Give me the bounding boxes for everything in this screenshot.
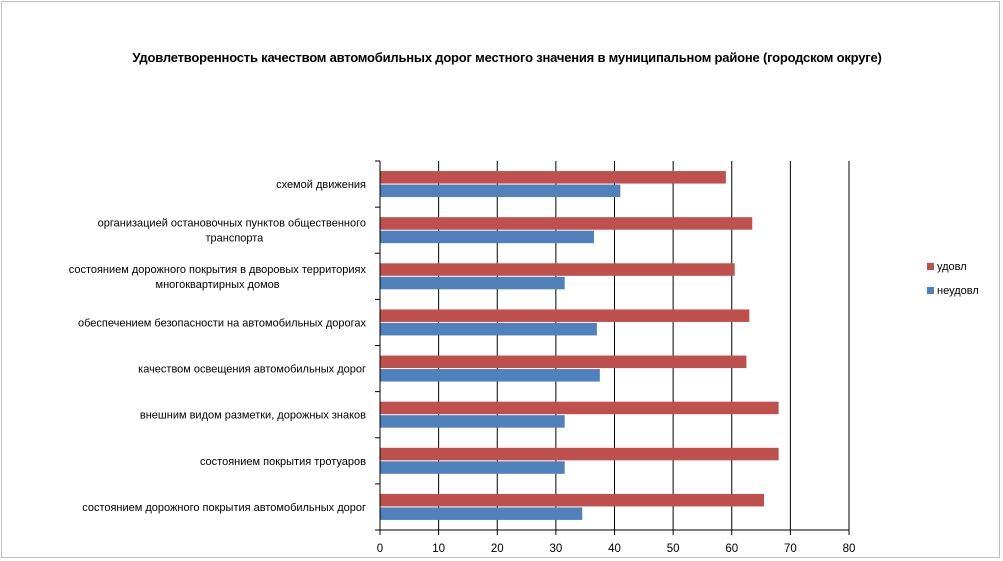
category-label: организацией остановочных пунктов общест… (98, 218, 366, 230)
x-tick-label: 50 (667, 543, 680, 555)
x-tick-label: 60 (725, 543, 738, 555)
bar-neudovl (380, 230, 594, 244)
bar-neudovl (380, 276, 565, 290)
legend-label: неудовл (937, 285, 979, 297)
bar-udovl (380, 401, 779, 415)
category-label: состоянием дорожного покрытия в дворовых… (69, 264, 367, 276)
x-tick-label: 30 (549, 543, 562, 555)
category-label: обеспечением безопасности на автомобильн… (78, 317, 366, 329)
x-tick-label: 70 (784, 543, 797, 555)
category-label: многоквартирных домов (156, 279, 280, 291)
legend-swatch (927, 263, 934, 270)
x-tick-label: 0 (377, 543, 383, 555)
category-label: транспорта (205, 233, 264, 245)
x-tick-label: 80 (843, 543, 856, 555)
bar-neudovl (380, 507, 583, 520)
legend-swatch (927, 287, 934, 294)
bar-udovl (380, 355, 747, 369)
category-label: состоянием покрытия тротуаров (200, 456, 366, 468)
x-tick-label: 20 (491, 543, 504, 555)
category-label: схемой движения (276, 179, 366, 191)
bar-neudovl (380, 461, 565, 474)
bar-neudovl (380, 415, 565, 428)
chart-title: Удовлетворенность качеством автомобильны… (132, 50, 882, 65)
bar-udovl (380, 217, 753, 230)
category-label: внешним видом разметки, дорожных знаков (140, 410, 366, 422)
category-label: состоянием дорожного покрытия автомобиль… (82, 502, 366, 514)
bar-udovl (380, 263, 735, 276)
bar-neudovl (380, 369, 600, 382)
bar-udovl (380, 493, 764, 507)
bar-neudovl (380, 322, 597, 336)
x-tick-label: 40 (608, 543, 621, 555)
bar-udovl (380, 171, 726, 184)
bar-udovl (380, 447, 779, 461)
x-tick-label: 10 (432, 543, 445, 555)
bar-udovl (380, 309, 750, 322)
category-label: качеством освещения автомобильных дорог (138, 364, 366, 376)
bar-neudovl (380, 184, 621, 198)
legend-label: удовл (937, 261, 967, 273)
